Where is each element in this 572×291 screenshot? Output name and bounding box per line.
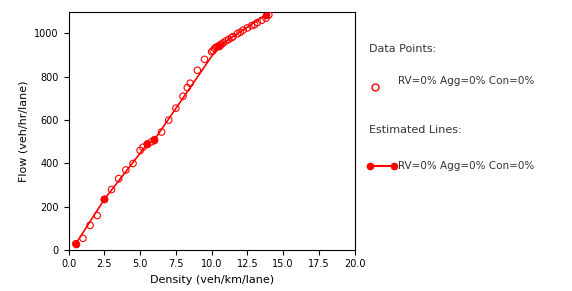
Point [100,197,109,202]
Point [128,161,138,166]
Point [247,23,256,28]
Point [227,35,236,40]
Point [93,213,102,218]
Point [212,45,221,50]
Point [243,26,252,30]
Point [264,13,273,17]
Point [207,49,216,54]
Point [233,31,242,36]
Point [71,242,80,246]
Text: Data Points:: Data Points: [369,44,436,54]
Point [164,118,173,123]
Point [257,18,267,23]
Point [210,46,219,51]
Point [253,20,262,25]
Point [138,145,148,150]
Point [229,34,238,39]
Point [178,94,188,99]
Point [239,28,248,32]
Point [86,223,95,228]
X-axis label: Density (veh/km/lane): Density (veh/km/lane) [149,275,274,285]
Text: RV=0% Agg=0% Con=0%: RV=0% Agg=0% Con=0% [398,161,534,171]
Point [183,85,192,90]
Point [236,30,245,35]
Point [114,176,124,181]
Point [143,142,152,146]
Point [213,45,222,49]
Point [216,43,225,47]
Point [185,81,194,86]
Point [107,187,116,192]
Point [150,137,159,142]
Point [121,168,130,172]
Point [193,68,202,72]
Point [147,139,156,144]
Point [78,236,88,241]
Text: RV=0% Agg=0% Con=0%: RV=0% Agg=0% Con=0% [398,77,534,86]
Point [219,40,228,45]
Point [157,130,166,134]
Point [136,148,145,153]
Point [250,22,259,27]
Point [217,42,226,47]
Point [208,48,217,53]
Point [261,16,271,20]
Point [200,57,209,62]
Y-axis label: Flow (veh/hr/lane): Flow (veh/hr/lane) [19,80,29,182]
Point [172,106,181,111]
Point [214,44,224,48]
Text: Estimated Lines:: Estimated Lines: [369,125,462,135]
Point [224,37,233,42]
Point [221,39,231,43]
